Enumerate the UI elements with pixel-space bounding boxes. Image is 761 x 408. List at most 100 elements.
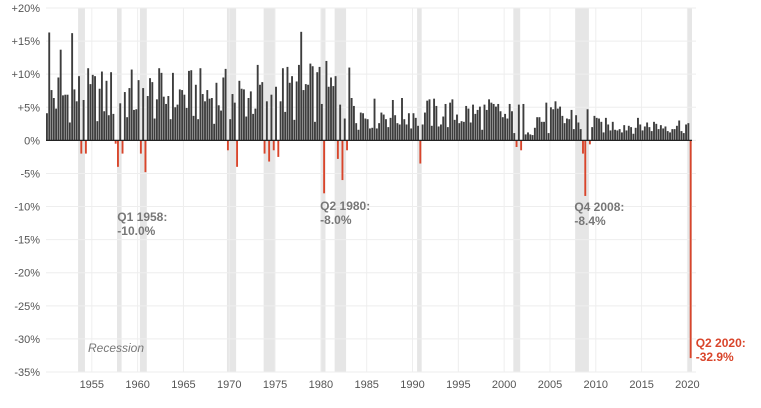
- gdp-bar: [107, 115, 110, 141]
- gdp-bar: [483, 104, 486, 141]
- gdp-bar: [559, 106, 562, 141]
- y-tick-label: -15%: [14, 235, 40, 247]
- gdp-bar: [110, 72, 113, 141]
- gdp-bar: [165, 103, 167, 141]
- y-tick-label: +5%: [18, 102, 41, 114]
- gdp-bar: [407, 113, 410, 141]
- gdp-bar: [556, 108, 559, 141]
- gdp-bar: [48, 32, 51, 141]
- gdp-bar: [220, 110, 222, 141]
- gdp-bar: [412, 113, 415, 141]
- gdp-bar: [462, 121, 465, 141]
- gdp-bar: [275, 86, 277, 141]
- gdp-bar: [675, 125, 678, 141]
- gdp-bar: [208, 98, 211, 141]
- gdp-bar: [151, 82, 154, 141]
- x-tick-label: 1980: [309, 379, 333, 391]
- gdp-bar: [279, 101, 282, 141]
- gdp-bar: [339, 104, 342, 141]
- gdp-bar: [243, 89, 245, 141]
- gdp-bar: [627, 125, 630, 141]
- gdp-bar: [270, 94, 273, 141]
- gdp-bar: [123, 92, 126, 141]
- gdp-bar: [673, 129, 676, 141]
- gdp-bar: [657, 129, 660, 141]
- gdp-bar: [82, 99, 85, 141]
- y-tick-label: -10%: [14, 202, 40, 214]
- gdp-bar: [375, 128, 378, 141]
- gdp-bar: [52, 98, 55, 141]
- gdp-bar: [302, 90, 305, 141]
- gdp-bar: [240, 88, 243, 141]
- gdp-bar: [304, 84, 307, 141]
- gdp-bar: [433, 98, 436, 141]
- gdp-bar: [256, 64, 259, 141]
- gdp-bar: [309, 63, 312, 141]
- gdp-bar: [112, 113, 115, 141]
- gdp-bar: [490, 102, 493, 141]
- gdp-bar: [348, 67, 351, 141]
- gdp-bar: [334, 76, 337, 141]
- gdp-bar: [222, 77, 225, 141]
- x-tick-label: 1955: [80, 379, 104, 391]
- gdp-bar: [563, 123, 566, 141]
- gdp-bar: [178, 89, 181, 141]
- gdp-bar: [357, 129, 360, 141]
- gdp-bar: [600, 121, 603, 141]
- gdp-bar: [492, 103, 495, 141]
- y-tick-label: +15%: [12, 36, 41, 48]
- gdp-bar: [428, 99, 431, 141]
- gdp-bar: [446, 127, 449, 141]
- recession-band: [334, 8, 347, 372]
- gdp-bar: [426, 100, 429, 141]
- gdp-bar: [685, 124, 688, 141]
- gdp-bar: [371, 127, 374, 141]
- y-tick-label: -5%: [20, 168, 40, 180]
- gdp-bar: [513, 133, 516, 141]
- x-tick-label: 2020: [675, 379, 699, 391]
- gdp-bar: [188, 70, 190, 141]
- gdp-bar: [414, 117, 417, 141]
- gdp-bar: [524, 134, 527, 141]
- gdp-bar: [366, 119, 369, 141]
- gdp-bar: [300, 31, 303, 141]
- gdp-bar: [158, 68, 161, 141]
- gdp-bar: [467, 108, 470, 141]
- gdp-bar: [611, 121, 614, 141]
- gdp-bar: [229, 119, 232, 141]
- gdp-bar: [472, 104, 474, 141]
- gdp-bar: [646, 122, 649, 141]
- y-tick-label: -30%: [14, 334, 40, 346]
- gdp-bar: [575, 115, 578, 141]
- gdp-bar: [236, 140, 239, 167]
- gdp-bar: [149, 78, 151, 141]
- gdp-bar: [78, 76, 80, 141]
- y-tick-label: -35%: [14, 367, 40, 379]
- gdp-bar: [162, 96, 165, 141]
- gdp-bar: [536, 117, 539, 141]
- gdp-bar: [403, 119, 406, 141]
- annotations: Q1 1958:-10.0% Q2 1980:-8.0% Q4 2008:-8.4%…: [117, 199, 745, 364]
- y-tick-label: -20%: [14, 268, 40, 280]
- gdp-bar: [46, 113, 48, 141]
- annotation-value: -8.4%: [574, 214, 606, 228]
- gdp-bar: [224, 68, 227, 141]
- x-tick-label: 1995: [446, 379, 470, 391]
- gdp-bar: [378, 123, 381, 141]
- gdp-bar: [474, 113, 477, 141]
- gdp-bar: [387, 127, 390, 141]
- gdp-bar: [201, 94, 204, 141]
- gdp-bar: [689, 140, 692, 359]
- gdp-bar: [121, 140, 124, 154]
- gdp-bar: [226, 140, 229, 151]
- gdp-bar: [126, 117, 129, 141]
- gdp-bar: [105, 80, 108, 141]
- gdp-bar: [265, 101, 268, 141]
- gdp-bar: [508, 103, 511, 141]
- annotation-value: -10.0%: [117, 224, 155, 238]
- gdp-bar: [561, 115, 564, 141]
- gdp-bar: [288, 82, 291, 141]
- annotation-label: Q2 2020:: [696, 336, 746, 350]
- gdp-bar: [94, 76, 96, 141]
